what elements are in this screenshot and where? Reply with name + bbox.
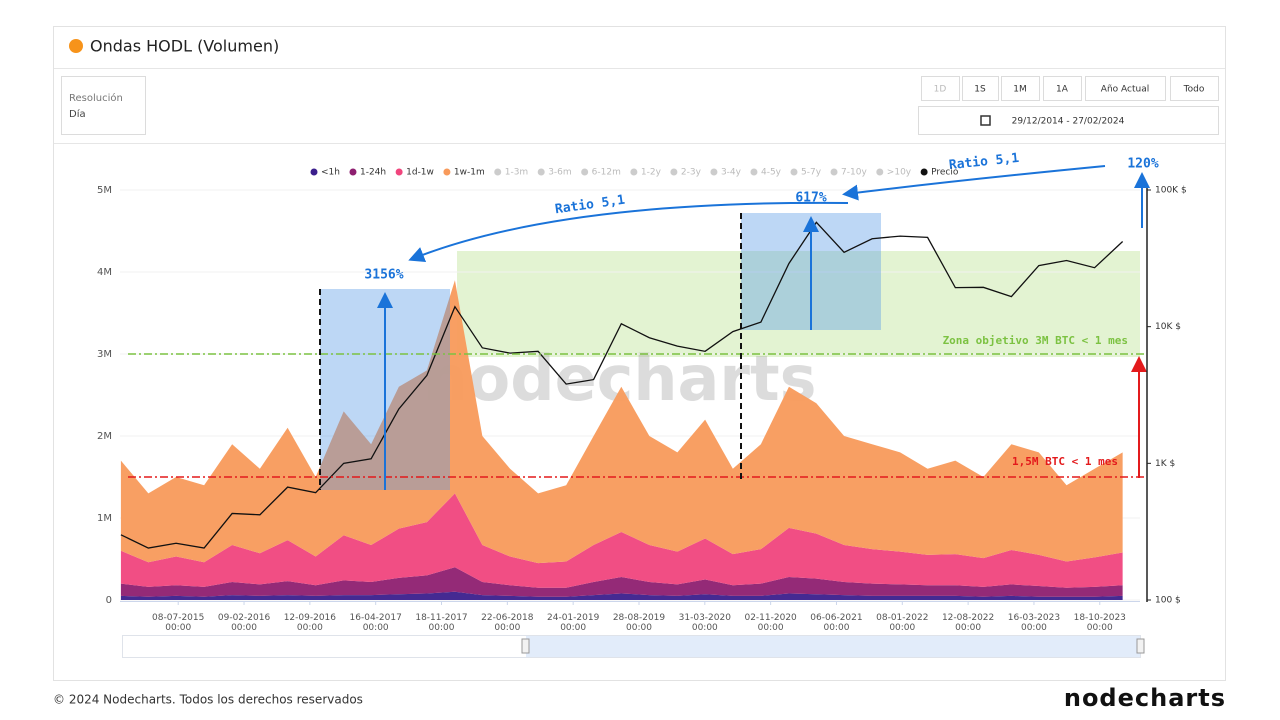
y2-tick-label: 10K $ (1155, 322, 1181, 332)
x-tick-label: 18-11-2017 00:00 (415, 613, 468, 633)
button[interactable] (1170, 76, 1219, 101)
legend-marker[interactable] (670, 168, 678, 176)
legend-label[interactable]: 1-24h (360, 168, 386, 178)
x-tick-label: 08-07-2015 00:00 (152, 613, 205, 633)
button-label: Año Actual (1101, 85, 1149, 95)
navigator-handle[interactable] (1136, 638, 1145, 654)
legend-label[interactable]: 3-6m (548, 168, 571, 178)
annotation: 120% (1127, 157, 1158, 172)
reference-label: Zona objetivo 3M BTC < 1 mes (943, 334, 1128, 347)
date-range: 29/12/2014 - 27/02/2024 (1012, 117, 1125, 127)
legend-marker[interactable] (395, 168, 403, 176)
legend-label[interactable]: 2-3y (681, 168, 702, 178)
y-tick-label: 0 (106, 595, 112, 606)
annotation: Ratio 5,1 (948, 151, 1020, 173)
legend-label[interactable]: 5-7y (801, 168, 822, 178)
y-tick-label: 1M (97, 513, 112, 524)
legend-marker[interactable] (349, 168, 357, 176)
legend-marker[interactable] (310, 168, 318, 176)
legend-label[interactable]: 1w-1m (454, 168, 485, 178)
legend-marker[interactable] (710, 168, 718, 176)
area (120, 493, 1123, 588)
x-tick-label: 18-10-2023 00:00 (1073, 613, 1126, 633)
annotation: 617% (795, 191, 826, 206)
legend-label[interactable]: 1d-1w (406, 168, 434, 178)
legend-marker[interactable] (443, 168, 451, 176)
legend-label[interactable]: Precio (931, 168, 959, 178)
x-tick-label: 31-03-2020 00:00 (678, 613, 731, 633)
button[interactable] (1001, 76, 1040, 101)
legend-label[interactable]: <1h (321, 168, 340, 178)
price-line (120, 221, 1124, 549)
date-range-box[interactable] (918, 106, 1219, 135)
legend-marker[interactable] (630, 168, 638, 176)
legend-marker[interactable] (537, 168, 545, 176)
area (120, 280, 1123, 564)
legend-marker[interactable] (830, 168, 838, 176)
y-tick-label: 2M (97, 431, 112, 442)
y2-tick-label: 1K $ (1155, 459, 1175, 469)
legend-marker[interactable] (790, 168, 798, 176)
y2-tick-label: 100K $ (1155, 186, 1187, 196)
logo: nodecharts (1064, 684, 1226, 712)
reference-label: 1,5M BTC < 1 mes (1012, 455, 1118, 468)
legend-marker[interactable] (920, 168, 928, 176)
x-tick-label: 16-03-2023 00:00 (1007, 613, 1061, 633)
area (120, 591, 1123, 600)
x-tick-label: 12-09-2016 00:00 (283, 613, 337, 633)
legend-marker[interactable] (876, 168, 884, 176)
bitcoin-icon (69, 39, 83, 53)
legend-label[interactable]: 4-5y (761, 168, 782, 178)
navigator-handle[interactable] (521, 638, 530, 654)
x-tick-label: 22-06-2018 00:00 (481, 613, 534, 633)
resolution-value: Día (69, 108, 86, 120)
y2-tick-label: 100 $ (1155, 596, 1181, 606)
curved-arrow (842, 165, 1106, 201)
legend-label[interactable]: 6-12m (592, 168, 621, 178)
target-zone (457, 251, 1140, 357)
x-tick-label: 06-06-2021 00:00 (810, 613, 863, 633)
x-tick-label: 09-02-2016 00:00 (217, 613, 271, 633)
copyright: © 2024 Nodecharts. Todos los derechos re… (53, 693, 363, 707)
button[interactable] (921, 76, 960, 101)
button-label: 1M (1013, 85, 1027, 95)
button-label: Todo (1183, 85, 1205, 95)
legend-marker[interactable] (750, 168, 758, 176)
curved-arrow (408, 201, 849, 262)
button-label: 1A (1056, 85, 1069, 95)
header-title: Ondas HODL (Volumen) (90, 37, 279, 56)
button[interactable] (962, 76, 999, 101)
button-label: 1D (934, 85, 947, 95)
legend-label[interactable]: >10y (887, 168, 912, 178)
x-tick-label: 28-08-2019 00:00 (612, 613, 666, 633)
area (120, 567, 1123, 597)
x-tick-label: 02-11-2020 00:00 (744, 613, 797, 633)
button-label: 1S (974, 85, 986, 95)
legend-label[interactable]: 3-4y (721, 168, 742, 178)
y-tick-label: 3M (97, 349, 112, 360)
x-tick-label: 12-08-2022 00:00 (941, 613, 995, 633)
x-tick-label: 16-04-2017 00:00 (349, 613, 402, 633)
legend-label[interactable]: 7-10y (841, 168, 867, 178)
x-tick-label: 08-01-2022 00:00 (876, 613, 929, 633)
annotation: 3156% (364, 268, 403, 283)
legend-marker[interactable] (581, 168, 589, 176)
button[interactable] (1085, 76, 1166, 101)
x-tick-label: 24-01-2019 00:00 (547, 613, 600, 633)
legend-label[interactable]: 1-2y (641, 168, 662, 178)
navigator-selection[interactable] (526, 636, 1140, 657)
resolution-box[interactable] (61, 76, 146, 135)
legend-marker[interactable] (494, 168, 502, 176)
legend-label[interactable]: 1-3m (505, 168, 528, 178)
calendar-icon (980, 115, 991, 126)
resolution-label: Resolución (69, 92, 123, 104)
y-tick-label: 5M (97, 185, 112, 196)
y-tick-label: 4M (97, 267, 112, 278)
button[interactable] (1043, 76, 1082, 101)
